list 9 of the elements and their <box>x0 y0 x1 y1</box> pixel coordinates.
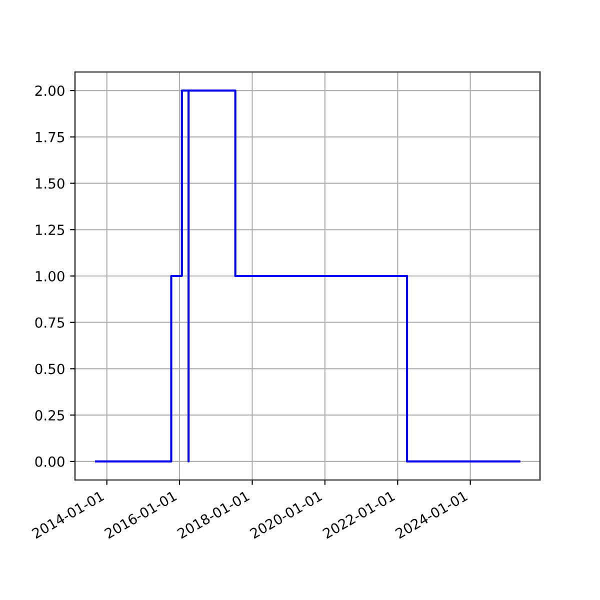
y-tick-label: 1.00 <box>36 270 64 282</box>
y-tick-label: 2.00 <box>35 86 64 96</box>
y-tick-label: 1.75 <box>36 132 64 142</box>
y-tick-label: 1.50 <box>36 178 64 189</box>
y-tick-label: 1.25 <box>36 224 64 236</box>
y-tick-label: 0.50 <box>35 364 64 374</box>
y-tick-label: 0.25 <box>35 410 64 421</box>
y-tick-label: 0.75 <box>35 317 64 328</box>
y-tick-label: 0.00 <box>35 456 64 467</box>
